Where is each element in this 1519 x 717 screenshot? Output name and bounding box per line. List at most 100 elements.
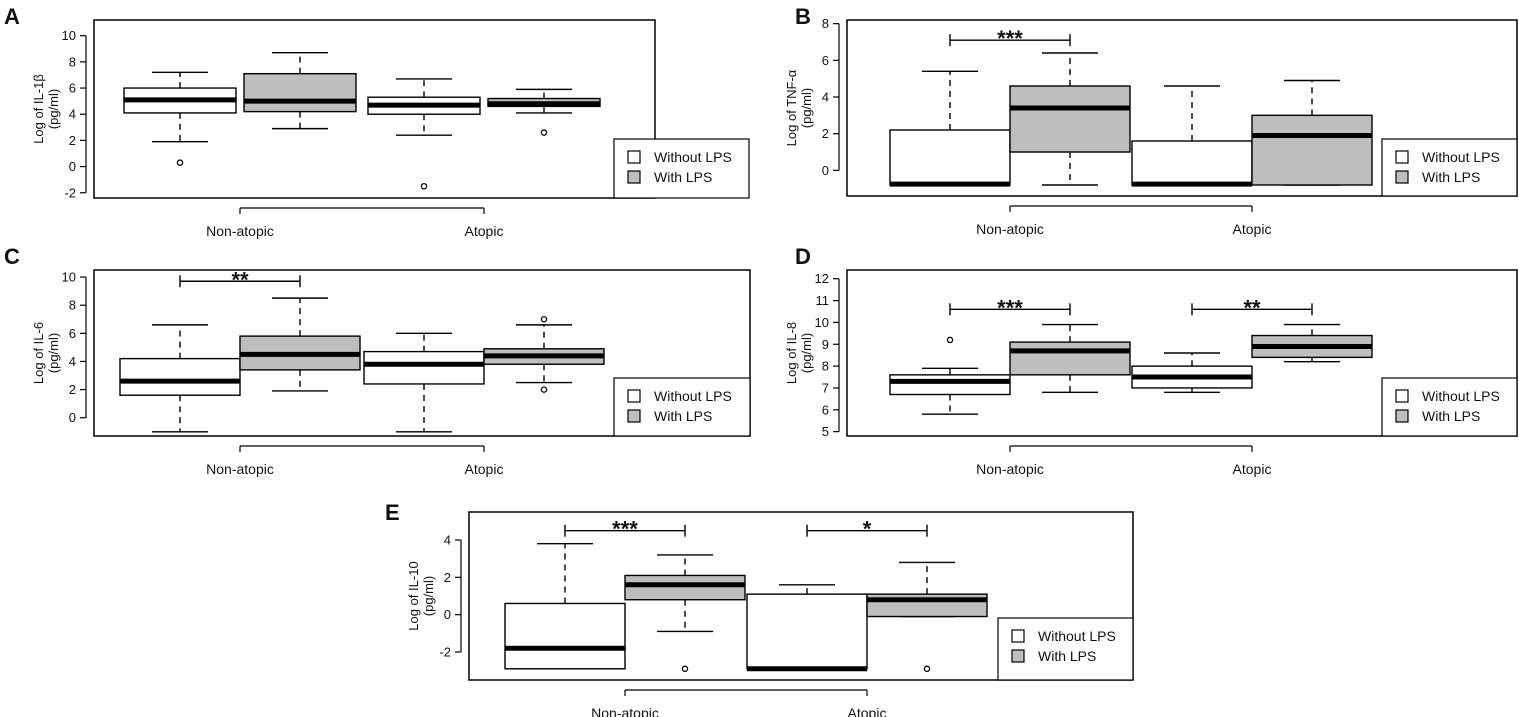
box-with-lps bbox=[1251, 323, 1373, 363]
outlier-point bbox=[420, 182, 428, 190]
significance-label: ** bbox=[1243, 295, 1261, 320]
legend-swatch bbox=[627, 150, 641, 164]
x-category-label: Atopic bbox=[1233, 461, 1272, 477]
box-iqr bbox=[1009, 341, 1131, 376]
legend-swatch bbox=[1395, 150, 1409, 164]
y-tick-label: 0 bbox=[69, 410, 76, 425]
outlier-point bbox=[681, 665, 689, 673]
box-iqr bbox=[504, 602, 626, 670]
plot-frame bbox=[468, 511, 1134, 681]
panel-letter: E bbox=[385, 500, 400, 525]
y-axis-title: Log of TNF-α bbox=[784, 69, 799, 146]
box-with-lps bbox=[483, 315, 605, 393]
legend-swatch bbox=[1395, 170, 1409, 184]
plot-frame bbox=[846, 269, 1518, 437]
box-without-lps bbox=[746, 584, 868, 672]
panel-letter: A bbox=[4, 4, 20, 29]
box-iqr bbox=[624, 574, 746, 601]
legend-swatch bbox=[1395, 389, 1409, 403]
box-iqr bbox=[119, 357, 241, 396]
legend: Without LPS With LPS bbox=[1381, 138, 1518, 197]
legend-frame bbox=[613, 377, 751, 437]
legend-swatch bbox=[1011, 629, 1025, 643]
significance-label: *** bbox=[997, 26, 1023, 51]
outlier-point bbox=[923, 665, 931, 673]
panel-letter: C bbox=[4, 244, 20, 269]
significance-bracket: *** bbox=[949, 295, 1071, 320]
y-tick-label: 6 bbox=[822, 53, 829, 68]
box-without-lps bbox=[363, 332, 485, 433]
panel-letter: B bbox=[795, 4, 811, 29]
y-axis-title: Log of IL-10 bbox=[406, 561, 421, 630]
y-tick-label: 5 bbox=[822, 424, 829, 439]
y-tick-label: 6 bbox=[69, 81, 76, 96]
legend: Without LPS With LPS bbox=[1381, 377, 1518, 437]
y-tick-label: 2 bbox=[69, 382, 76, 397]
legend-swatch bbox=[627, 389, 641, 403]
legend-label: With LPS bbox=[1038, 648, 1096, 664]
significance-label: *** bbox=[612, 517, 638, 542]
y-tick-label: 10 bbox=[62, 28, 76, 43]
x-category-label: Non-atopic bbox=[206, 461, 274, 477]
box-with-lps bbox=[1009, 52, 1131, 186]
box-iqr bbox=[889, 129, 1011, 186]
outlier-point bbox=[946, 336, 954, 344]
significance-label: * bbox=[863, 517, 872, 542]
panel-c: C 0 2 4 6 8 10 Log of IL-6 (pg/ml) Non-atopic Atop… bbox=[4, 244, 751, 477]
y-axis-title: Log of IL-1β bbox=[31, 74, 46, 144]
y-tick-label: 8 bbox=[822, 359, 829, 374]
significance-label: *** bbox=[997, 295, 1023, 320]
y-axis-title: Log of IL-8 bbox=[784, 322, 799, 384]
significance-bracket: * bbox=[806, 517, 928, 542]
box-iqr bbox=[363, 350, 485, 385]
significance-bracket: *** bbox=[564, 517, 686, 542]
panel-d: D 5 6 7 8 9 10 11 12 Log of IL-8 (pg/ml) Non-atopic… bbox=[784, 244, 1518, 477]
box-with-lps bbox=[1251, 79, 1373, 186]
y-axis-unit: (pg/ml) bbox=[799, 333, 814, 373]
legend-label: Without LPS bbox=[1038, 628, 1116, 644]
legend-frame bbox=[1381, 138, 1518, 197]
significance-bracket: ** bbox=[1191, 295, 1313, 320]
y-tick-label: -2 bbox=[64, 185, 76, 200]
box-iqr bbox=[1131, 140, 1253, 186]
y-tick-label: 6 bbox=[69, 326, 76, 341]
box-without-lps bbox=[119, 324, 241, 433]
y-tick-label: 9 bbox=[822, 337, 829, 352]
box-with-lps bbox=[243, 52, 357, 130]
legend-label: Without LPS bbox=[1422, 149, 1500, 165]
plot-frame bbox=[846, 19, 1518, 197]
y-tick-label: 10 bbox=[62, 270, 76, 285]
x-category-label: Atopic bbox=[465, 223, 504, 239]
box-without-lps bbox=[889, 336, 1011, 415]
x-category-label: Atopic bbox=[465, 461, 504, 477]
x-category-label: Non-atopic bbox=[976, 221, 1044, 237]
y-axis-unit: (pg/ml) bbox=[421, 576, 436, 616]
y-tick-label: 0 bbox=[69, 159, 76, 174]
y-tick-label: 4 bbox=[444, 533, 451, 548]
x-category-label: Atopic bbox=[1233, 221, 1272, 237]
box-with-lps bbox=[239, 297, 361, 392]
box-with-lps bbox=[487, 88, 601, 136]
significance-bracket: *** bbox=[949, 26, 1071, 51]
y-axis-title: Log of IL-6 bbox=[31, 322, 46, 384]
significance-label: ** bbox=[231, 267, 249, 292]
legend-swatch bbox=[627, 409, 641, 423]
legend-swatch bbox=[627, 170, 641, 184]
legend-label: Without LPS bbox=[1422, 388, 1500, 404]
legend: Without LPS With LPS bbox=[997, 617, 1134, 681]
legend: Without LPS With LPS bbox=[613, 138, 750, 199]
plot-frame bbox=[93, 269, 751, 437]
y-tick-label: 12 bbox=[815, 271, 829, 286]
y-tick-label: 0 bbox=[444, 607, 451, 622]
box-without-lps bbox=[123, 71, 237, 166]
box-iqr bbox=[243, 72, 357, 113]
y-tick-label: 2 bbox=[822, 126, 829, 141]
legend-label: Without LPS bbox=[654, 149, 732, 165]
box-iqr bbox=[1251, 114, 1373, 186]
legend-frame bbox=[613, 138, 750, 199]
panel-a: A -2 0 2 4 6 8 10 Log of IL-1β (pg/ml) Non-atopic A… bbox=[4, 4, 750, 239]
legend-label: With LPS bbox=[1422, 408, 1480, 424]
y-tick-label: 2 bbox=[444, 570, 451, 585]
outlier-point bbox=[540, 129, 548, 136]
y-tick-label: 10 bbox=[815, 315, 829, 330]
